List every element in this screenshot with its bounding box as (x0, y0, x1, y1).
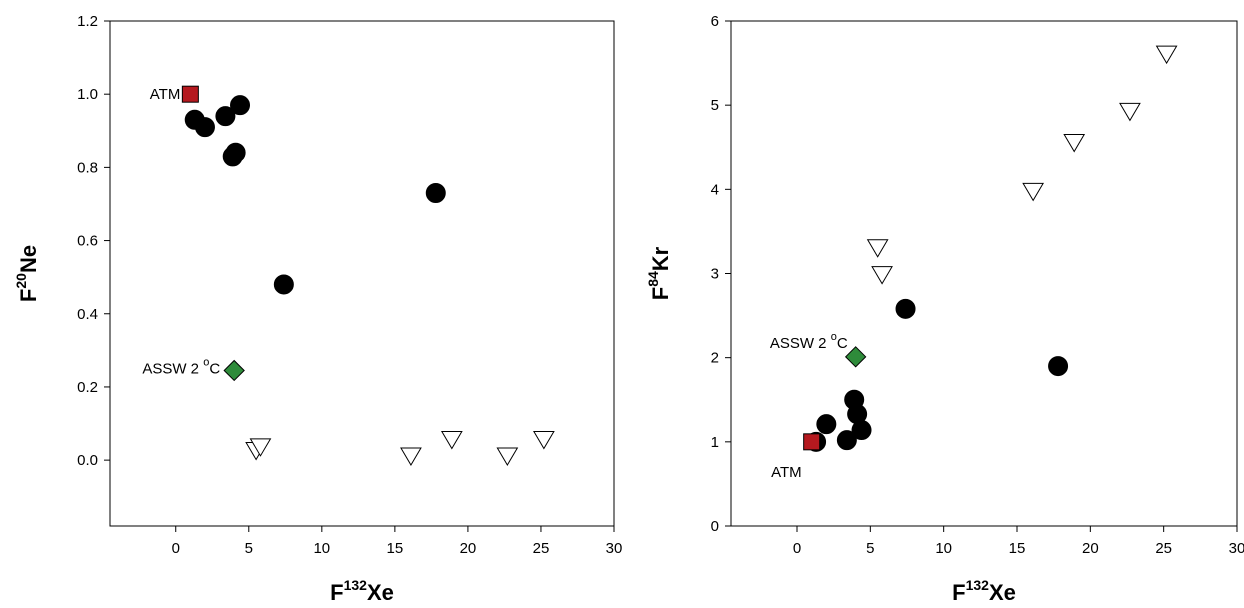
kr-assw-diamond-point (844, 346, 867, 368)
kr-circle-point (851, 420, 872, 441)
x-tick-label: 10 (935, 540, 952, 557)
kr-circle-point (895, 298, 916, 319)
ne-circle-point (215, 106, 236, 127)
annotation-atm-label: ATM (771, 464, 802, 481)
y-tick-label: 0 (711, 518, 719, 535)
ne-triangle-point (533, 431, 555, 450)
x-tick-label: 25 (533, 540, 550, 557)
y-tick-label: 5 (711, 97, 719, 114)
kr-circle-point (1048, 356, 1069, 377)
x-axis-title: F132Xe (330, 577, 394, 605)
x-tick-label: 10 (313, 540, 330, 557)
x-tick-label: 0 (172, 540, 180, 557)
ne-circle-point (194, 117, 215, 138)
kr-triangle-point (1119, 102, 1141, 122)
plot-frame (109, 20, 615, 527)
x-tick-label: 20 (1082, 540, 1099, 557)
annotation-assw-label: ASSW 2 oC (142, 356, 220, 377)
y-tick-label: 0.2 (77, 379, 98, 396)
kr-triangle-point (1155, 45, 1178, 65)
ne-triangle-point (440, 431, 463, 450)
x-tick-label: 15 (1009, 540, 1026, 557)
y-tick-label: 1.2 (77, 13, 98, 30)
x-tick-label: 30 (606, 540, 623, 557)
kr-triangle-point (871, 266, 893, 285)
y-tick-label: 0.8 (77, 159, 98, 176)
ne-circle-point (425, 182, 446, 203)
annotation-assw-label: ASSW 2 oC (770, 331, 848, 352)
y-tick-label: 2 (711, 350, 719, 367)
x-tick-label: 5 (866, 540, 874, 557)
x-tick-label: 0 (793, 540, 801, 557)
chart-panel-kr: 0 5 10 15 20 25 30 0 1 2 3 4 5 6 F132Xe F84Kr ATM ASSW 2 … (645, 13, 1244, 605)
ne-circle-point (230, 95, 251, 116)
y-tick-label: 6 (711, 13, 719, 30)
y-tick-label: 1.0 (77, 86, 98, 103)
x-tick-label: 5 (245, 540, 253, 557)
x-tick-label: 30 (1229, 540, 1244, 557)
ne-triangle-point (249, 438, 272, 457)
ne-circle-point (273, 274, 294, 295)
ne-atm-square-point (181, 85, 199, 103)
ne-assw-diamond-point (223, 359, 245, 382)
x-axis-title: F132Xe (952, 577, 1016, 605)
kr-circle-point (836, 430, 857, 451)
y-tick-label: 0.0 (77, 452, 98, 469)
ne-triangle-point (496, 447, 519, 466)
y-tick-label: 1 (711, 434, 719, 451)
y-tick-label: 4 (711, 181, 719, 198)
y-axis-title: F20Ne (13, 245, 41, 302)
y-tick-label: 0.4 (77, 306, 98, 323)
chart-panel-ne: 0 5 10 15 20 25 30 0.0 0.2 0.4 0.6 0.8 1.0 1.2 F132Xe F… (13, 13, 622, 605)
ne-triangle-point (400, 447, 422, 466)
y-tick-label: 0.6 (77, 233, 98, 250)
x-tick-label: 15 (387, 540, 404, 557)
x-tick-label: 20 (460, 540, 477, 557)
y-tick-label: 3 (711, 266, 719, 283)
annotation-atm-label: ATM (150, 86, 181, 103)
kr-atm-square-point (803, 433, 821, 451)
kr-triangle-point (866, 239, 889, 258)
kr-circle-point (816, 414, 837, 435)
kr-triangle-point (1063, 134, 1086, 153)
ne-circle-point (225, 142, 246, 163)
y-axis-title: F84Kr (645, 246, 673, 300)
x-tick-label: 25 (1155, 540, 1172, 557)
kr-triangle-point (1022, 182, 1045, 202)
